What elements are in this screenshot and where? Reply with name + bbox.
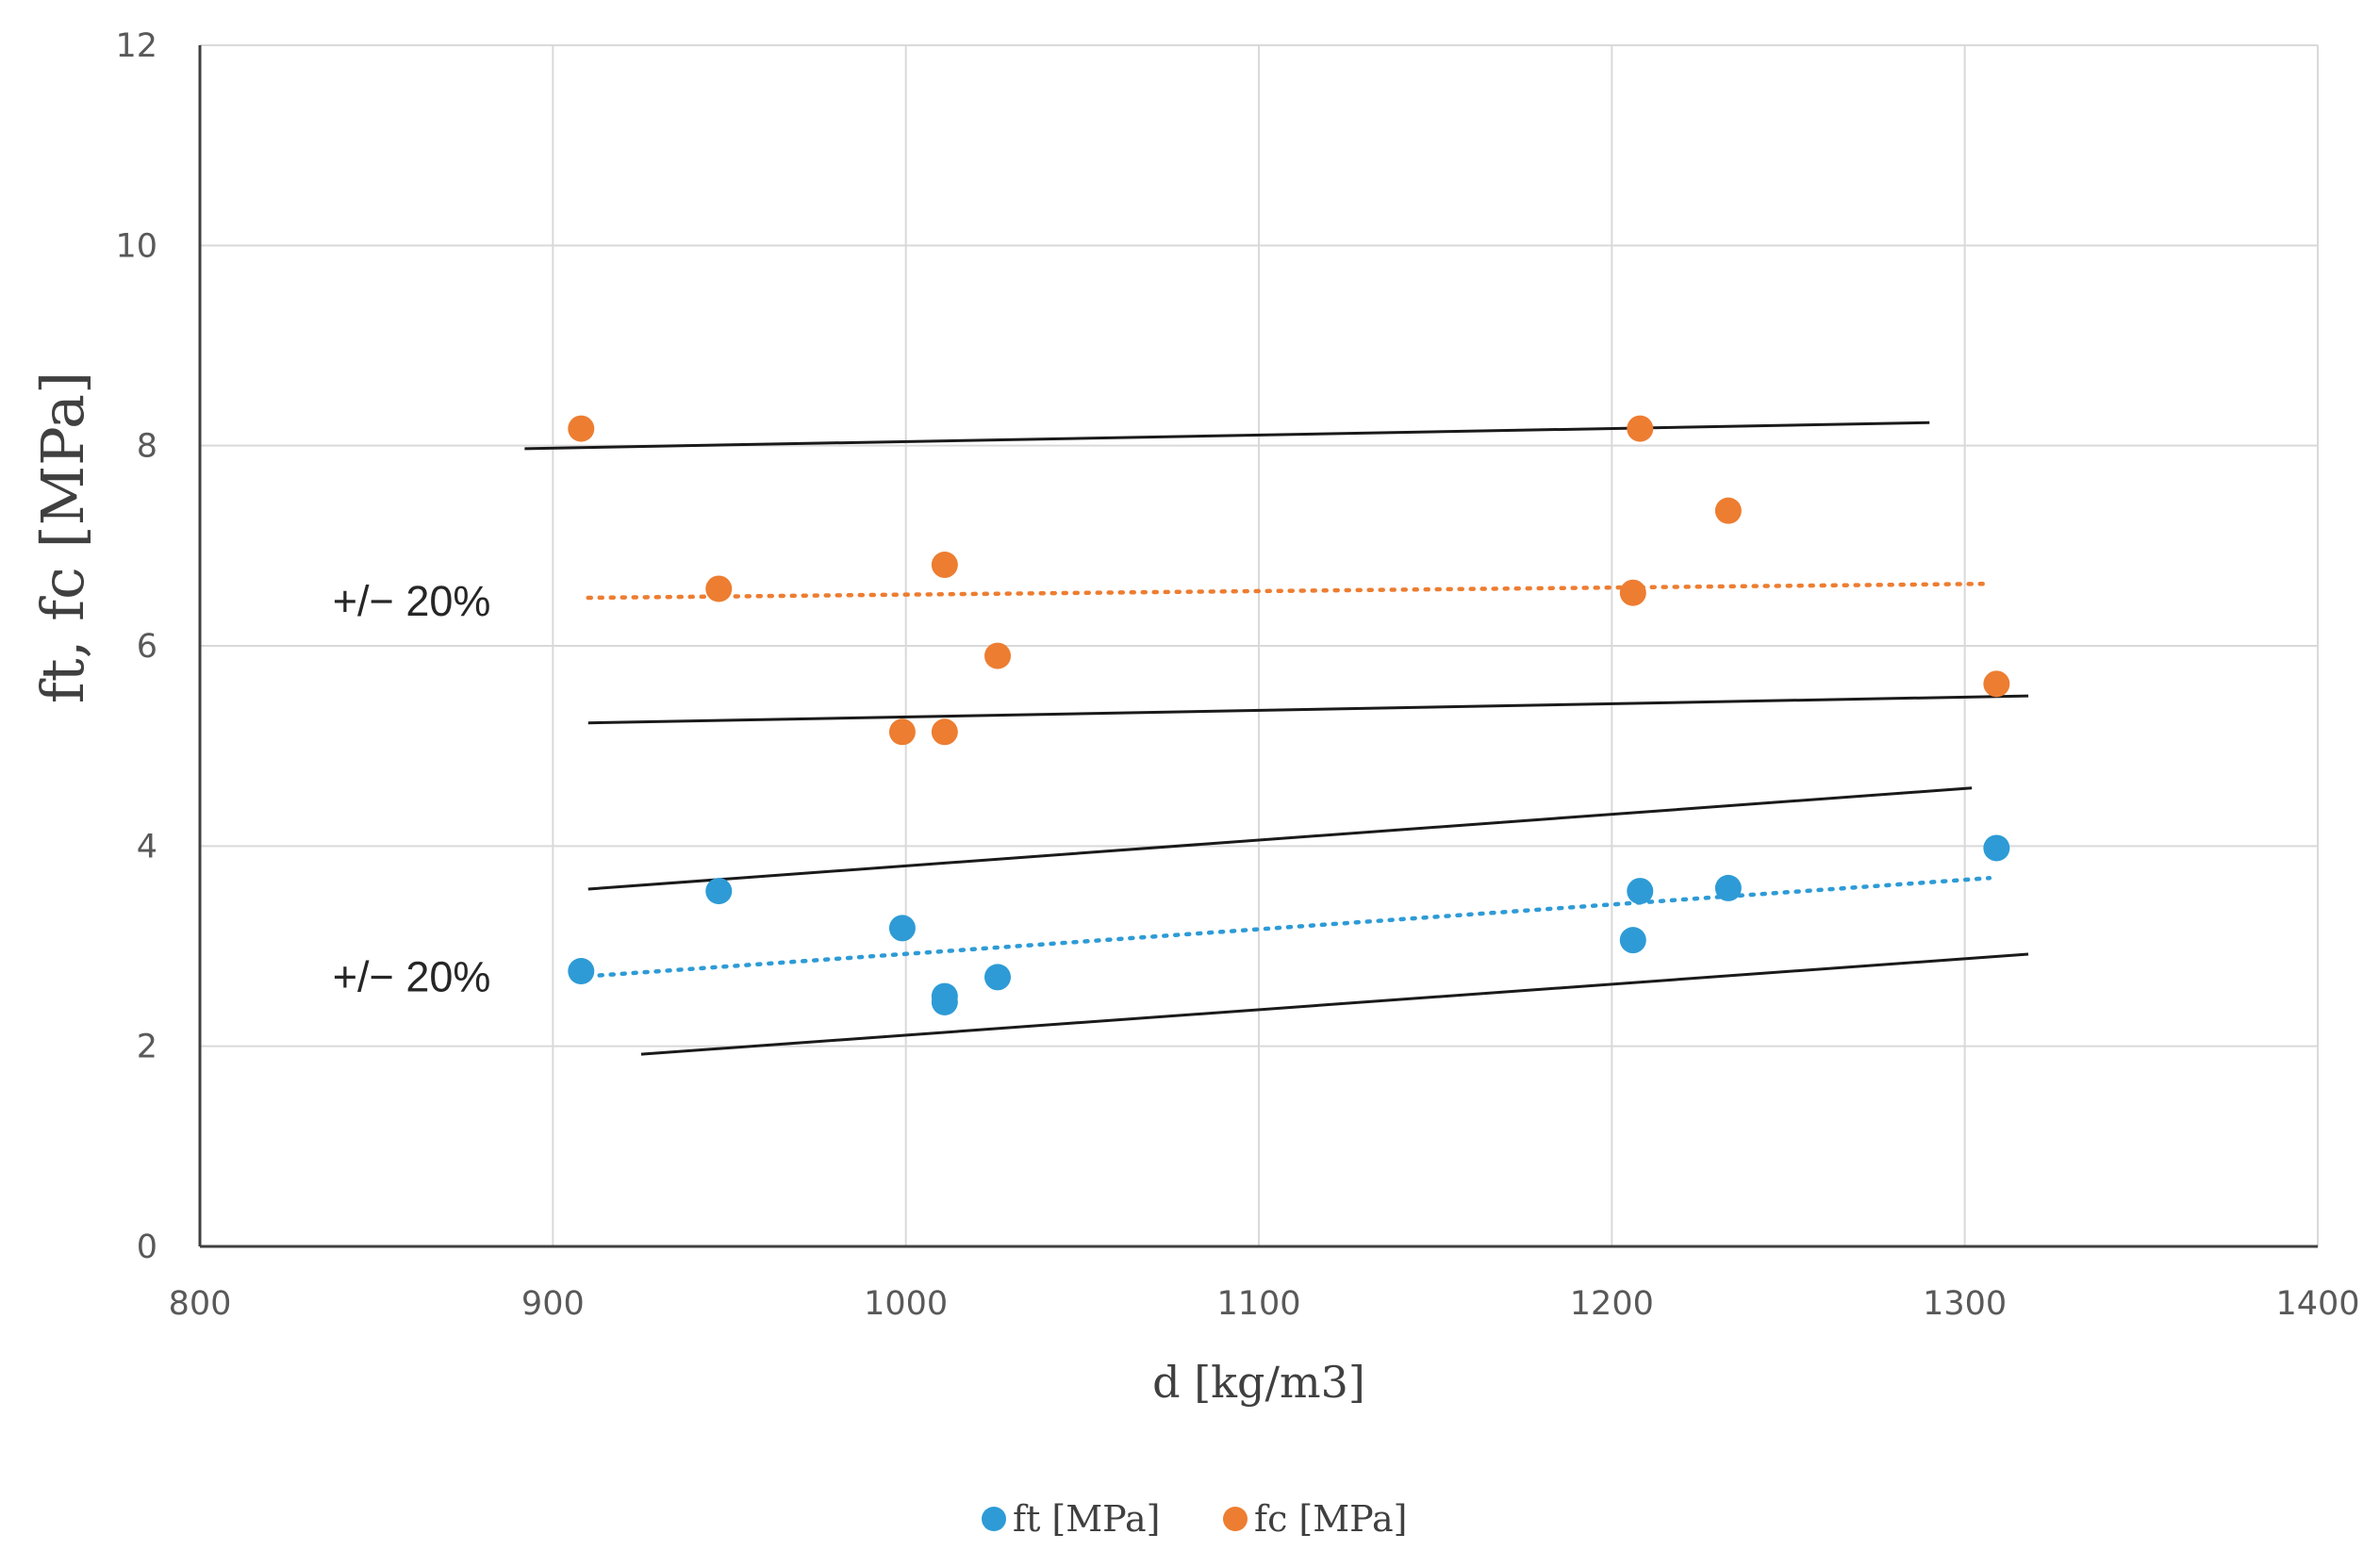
data-points <box>568 415 2010 1015</box>
x-tick-label: 1200 <box>1570 1285 1654 1323</box>
y-tick-label: 2 <box>137 1029 157 1066</box>
x-tick-label: 1400 <box>2275 1285 2359 1323</box>
y-axis-title: ft, fc [MPa] <box>28 371 97 703</box>
ft-band-label: +/− 20% <box>333 952 491 1000</box>
ft-point <box>931 988 958 1015</box>
ft-trendline <box>586 876 1992 979</box>
x-tick-label: 1300 <box>1923 1285 2007 1323</box>
fc-point <box>705 575 733 602</box>
fc-point <box>1983 670 2010 698</box>
gridlines <box>200 44 2319 1246</box>
legend: ft [MPa] fc [MPa] <box>982 1498 1408 1540</box>
ft-lower-bound <box>640 952 2029 1056</box>
fc-point <box>931 718 958 746</box>
fc-upper-bound <box>524 421 1930 451</box>
fc-trendline <box>586 581 1992 601</box>
ft-point <box>568 958 595 985</box>
y-tick-label: 8 <box>137 428 157 466</box>
y-tick-label: 0 <box>137 1229 157 1266</box>
ft-point <box>1619 927 1646 954</box>
ft-point <box>1714 874 1742 901</box>
fc-point <box>888 718 916 746</box>
fc-point <box>983 642 1011 669</box>
y-tick-label: 6 <box>137 628 157 666</box>
ft-point <box>983 964 1011 991</box>
fc-point <box>1619 579 1646 606</box>
x-tick-label: 1000 <box>864 1285 948 1323</box>
x-tick-label: 900 <box>521 1285 585 1323</box>
tolerance-bounds <box>524 421 2029 1056</box>
legend-ft-marker <box>982 1507 1006 1531</box>
axes <box>198 45 2318 1248</box>
x-tick-label: 800 <box>169 1285 232 1323</box>
x-axis-title: d [kg/m3] <box>1152 1357 1365 1408</box>
legend-ft-label: ft [MPa] <box>1013 1498 1161 1540</box>
legend-fc-marker <box>1223 1507 1248 1531</box>
fc-point <box>1627 415 1654 442</box>
ft-band-label-background <box>289 921 539 1014</box>
fc-band-label: +/− 20% <box>333 577 491 625</box>
y-tick-label: 4 <box>137 828 157 866</box>
tick-labels: 800 900 1000 1100 1200 1300 1400 0 2 4 6 8 10 12 <box>115 27 2359 1323</box>
ft-point <box>888 915 916 942</box>
fc-lower-bound <box>587 694 2029 725</box>
x-tick-label: 1100 <box>1216 1285 1300 1323</box>
fc-point <box>931 552 958 579</box>
fc-point <box>568 415 595 442</box>
annotations: +/− 20% +/− 20% <box>289 546 539 1014</box>
fc-point <box>1714 497 1742 524</box>
ft-point <box>1983 834 2010 862</box>
trendlines <box>586 581 1992 979</box>
fc-band-label-background <box>289 546 539 639</box>
y-tick-label: 10 <box>115 227 157 265</box>
legend-fc-label: fc [MPa] <box>1254 1498 1408 1540</box>
ft-point <box>1627 878 1654 905</box>
ft-point <box>705 878 733 905</box>
y-tick-label: 12 <box>115 27 157 65</box>
ft-upper-bound <box>587 786 1973 891</box>
